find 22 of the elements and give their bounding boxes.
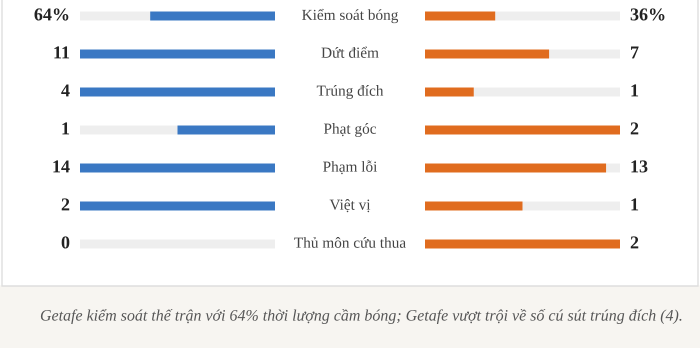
category-label: Thủ môn cứu thua xyxy=(294,237,406,248)
category-label: Dứt điểm xyxy=(321,46,379,58)
data-label: 1 xyxy=(631,198,638,210)
data-label: 1 xyxy=(631,84,638,96)
category-label: Việt vị xyxy=(330,199,370,212)
data-label: 11 xyxy=(54,46,70,58)
data-label: 14 xyxy=(53,160,70,172)
category-label: Trúng đích xyxy=(316,85,384,99)
data-label: 2 xyxy=(630,236,638,248)
data-label: 2 xyxy=(630,122,638,134)
category-label: Phạm lỗi xyxy=(323,160,378,174)
data-label: 13 xyxy=(631,160,648,173)
data-label: 2 xyxy=(62,198,70,210)
text: Getafe kiểm soát thế trận với 64% thời lượng cầm bóng; Getafe vượt trội về số cú sút trúng đích (4). xyxy=(40,309,682,324)
data-label: 7 xyxy=(631,46,639,58)
data-label: 64% xyxy=(34,8,68,21)
data-label: 36% xyxy=(630,8,664,21)
data-label: 4 xyxy=(61,84,70,96)
data-label: 1 xyxy=(62,122,70,134)
category-label: Phạt góc xyxy=(324,123,376,137)
category-label: Kiểm soát bóng xyxy=(302,8,398,24)
data-label: 0 xyxy=(62,236,70,249)
